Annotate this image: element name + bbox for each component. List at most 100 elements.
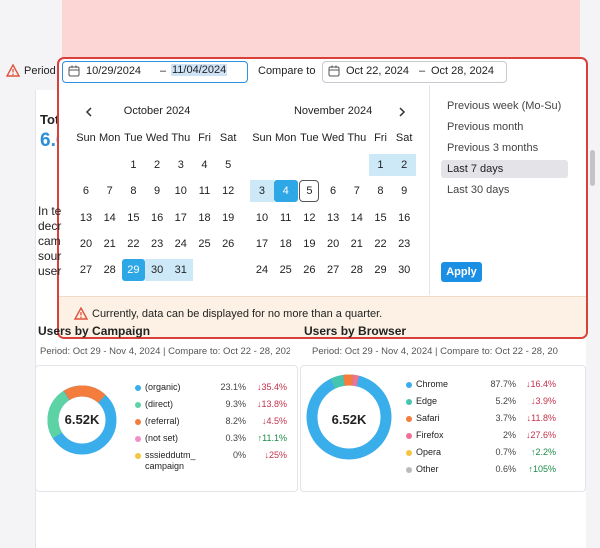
day[interactable]: 10	[255, 211, 269, 224]
day[interactable]: 4	[201, 159, 208, 171]
day[interactable]: 12	[303, 211, 316, 224]
day[interactable]: 1	[368, 154, 393, 176]
day[interactable]: 10	[174, 185, 187, 198]
weekday: Wed	[321, 132, 345, 144]
day[interactable]: 7	[353, 185, 360, 198]
day[interactable]: 6	[82, 185, 90, 198]
apply-button[interactable]: Apply	[441, 262, 482, 282]
weekday: Mon	[98, 132, 121, 144]
day[interactable]: 9	[154, 185, 161, 198]
preset[interactable]: Previous month	[447, 121, 524, 133]
legend-dot	[406, 467, 412, 473]
day[interactable]: 13	[326, 211, 340, 224]
day[interactable]: 30	[145, 259, 169, 282]
change: ↓3.9%	[530, 396, 556, 406]
compare-end[interactable]: Oct 28, 2024	[431, 65, 494, 77]
day[interactable]: 5	[225, 159, 232, 171]
day[interactable]: 20	[79, 237, 93, 250]
day[interactable]: 16	[150, 211, 164, 224]
compare-input[interactable]	[322, 61, 507, 83]
day[interactable]: 20	[326, 237, 340, 250]
day[interactable]: 22	[374, 237, 387, 250]
share: 23.1%	[220, 382, 246, 392]
day[interactable]: 19	[303, 237, 316, 250]
day[interactable]: 11	[198, 185, 211, 198]
day[interactable]: 17	[174, 211, 187, 224]
day[interactable]: 15	[127, 211, 140, 224]
day[interactable]: 28	[103, 264, 116, 277]
card-title: Users by Browser	[304, 324, 407, 338]
day[interactable]: 12	[222, 185, 235, 198]
day[interactable]: 1	[130, 159, 137, 171]
highlight-overlay	[62, 0, 580, 60]
preset[interactable]: Previous week (Mo-Su)	[447, 100, 562, 112]
day[interactable]: 2	[154, 159, 161, 171]
text-fragment: cam	[38, 234, 61, 248]
day[interactable]: 5	[299, 180, 320, 203]
day[interactable]: 28	[350, 264, 363, 277]
legend-dot	[135, 385, 141, 391]
day[interactable]: 23	[150, 237, 164, 250]
day[interactable]: 26	[303, 264, 316, 277]
legend-dot	[406, 450, 412, 456]
day[interactable]: 9	[401, 185, 408, 198]
day[interactable]: 24	[255, 264, 269, 277]
day[interactable]: 6	[330, 185, 337, 198]
change: ↓27.6%	[525, 430, 556, 440]
day[interactable]: 11	[279, 211, 292, 224]
day[interactable]: 19	[222, 211, 235, 224]
day[interactable]: 25	[279, 264, 292, 277]
day[interactable]: 8	[377, 185, 384, 198]
day[interactable]: 21	[350, 237, 363, 250]
weekday: Sun	[252, 132, 272, 144]
day[interactable]: 15	[374, 211, 387, 224]
day[interactable]: 4	[273, 180, 298, 203]
change: ↓25%	[264, 450, 287, 460]
text-fragment: user	[38, 264, 62, 278]
next-month[interactable]	[397, 106, 407, 118]
day[interactable]: 17	[255, 237, 269, 250]
day[interactable]: 13	[79, 211, 93, 224]
day[interactable]: 27	[79, 264, 93, 277]
legend-label: (organic)	[145, 382, 181, 392]
share: 3.7%	[495, 413, 516, 423]
day[interactable]: 29	[121, 259, 146, 282]
day[interactable]: 3	[250, 180, 274, 203]
compare-start[interactable]: Oct 22, 2024	[346, 65, 409, 77]
separator: –	[419, 65, 426, 77]
day[interactable]: 3	[177, 159, 184, 171]
day[interactable]: 31	[168, 259, 193, 282]
day[interactable]: 26	[222, 237, 235, 250]
warning-icon	[74, 307, 88, 320]
day[interactable]: 29	[374, 264, 387, 277]
start-date[interactable]: 10/29/2024	[86, 65, 142, 77]
share: 0.3%	[225, 433, 246, 443]
day[interactable]: 8	[130, 185, 137, 198]
legend-label: (direct)	[145, 399, 174, 409]
preset[interactable]: Last 30 days	[447, 184, 510, 196]
weekday: Wed	[145, 132, 169, 144]
legend-dot	[135, 436, 141, 442]
prev-month[interactable]	[84, 106, 94, 118]
day[interactable]: 23	[398, 237, 411, 250]
day[interactable]: 24	[174, 237, 187, 250]
legend-dot	[406, 416, 412, 422]
day[interactable]: 14	[103, 211, 116, 224]
day[interactable]: 22	[127, 237, 140, 250]
day[interactable]: 14	[350, 211, 363, 224]
preset[interactable]: Previous 3 months	[447, 142, 539, 154]
preset[interactable]: Last 7 days	[441, 160, 568, 178]
legend-dot	[135, 453, 141, 459]
calendar-icon	[328, 65, 340, 77]
day[interactable]: 16	[398, 211, 411, 224]
share: 0.6%	[495, 464, 516, 474]
day[interactable]: 25	[198, 237, 211, 250]
day[interactable]: 27	[326, 264, 340, 277]
day[interactable]: 18	[279, 237, 292, 250]
end-date[interactable]: 11/04/2024	[171, 64, 228, 76]
day[interactable]: 2	[392, 154, 417, 176]
day[interactable]: 18	[198, 211, 211, 224]
day[interactable]: 21	[103, 237, 116, 250]
day[interactable]: 7	[106, 185, 113, 198]
day[interactable]: 30	[398, 264, 411, 277]
